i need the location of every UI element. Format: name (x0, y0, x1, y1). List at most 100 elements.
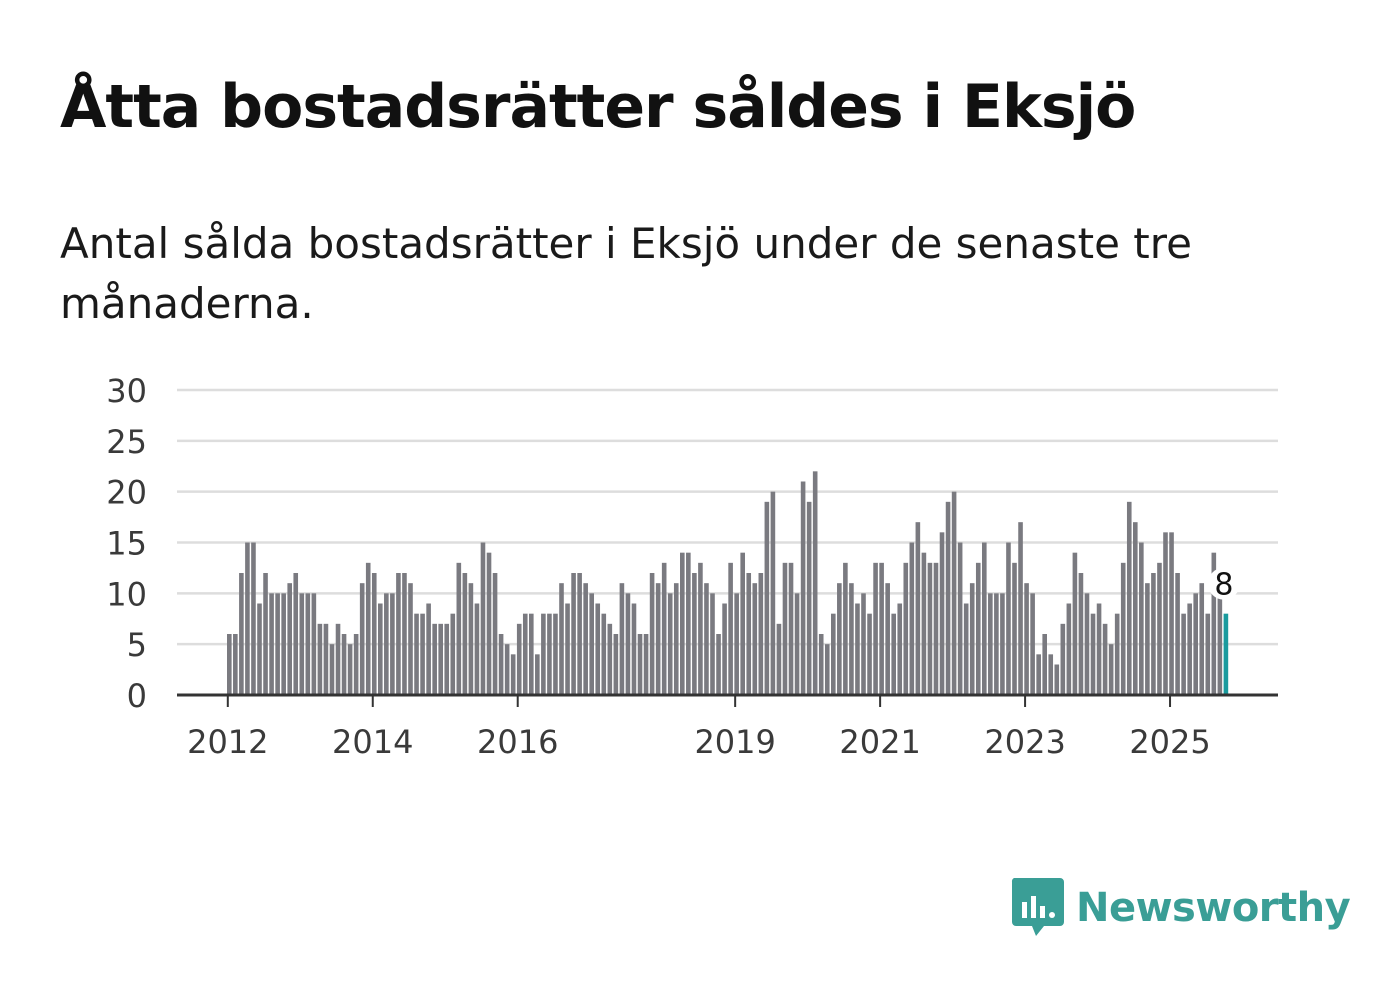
bar (245, 542, 250, 695)
bar (577, 573, 582, 695)
bar (770, 491, 776, 695)
bar (1090, 613, 1096, 695)
bar (849, 583, 854, 695)
x-tick-label: 2014 (332, 723, 413, 761)
x-tick-label: 2023 (984, 723, 1065, 761)
y-tick-label: 25 (106, 423, 147, 461)
bar (323, 623, 329, 695)
brand-name: Newsworthy (1076, 885, 1351, 931)
bar (1199, 583, 1205, 695)
bar (275, 593, 280, 695)
value-label-background (1207, 567, 1240, 600)
bar (227, 634, 232, 695)
y-tick-label: 10 (106, 575, 147, 613)
bar (1042, 634, 1047, 695)
bar (776, 623, 782, 695)
bar (716, 634, 721, 695)
bar (1084, 593, 1090, 695)
bar (553, 613, 558, 695)
bar (251, 542, 256, 695)
bar (818, 634, 824, 695)
bar (1078, 573, 1084, 695)
bar (347, 644, 353, 695)
bar (764, 501, 770, 695)
bar (293, 573, 299, 695)
bar (1096, 603, 1102, 695)
bar (420, 613, 425, 695)
bar (740, 552, 745, 695)
bar (1066, 603, 1072, 695)
bar (613, 634, 619, 695)
bar (680, 552, 685, 695)
bar (1012, 562, 1017, 695)
y-tick-label: 15 (106, 525, 147, 563)
bar (1126, 501, 1132, 695)
bar (529, 613, 534, 695)
bar (601, 613, 607, 695)
bar (402, 573, 407, 695)
bar (1133, 522, 1138, 695)
bar (794, 593, 800, 695)
bar (571, 573, 576, 695)
annotations: 8 (1207, 567, 1240, 603)
bar (269, 593, 274, 695)
bar (456, 562, 462, 695)
bar (359, 583, 365, 695)
bar (353, 634, 359, 695)
bar (233, 634, 238, 695)
bar (1072, 552, 1078, 695)
bar (541, 613, 546, 695)
bar (414, 613, 419, 695)
bar (903, 562, 909, 695)
bar (982, 542, 987, 695)
bar (317, 623, 323, 695)
bar (855, 603, 860, 695)
x-tick-label: 2025 (1129, 723, 1210, 761)
y-tick-label: 20 (106, 474, 147, 512)
bar (619, 583, 625, 695)
bar (710, 593, 715, 695)
bar (384, 593, 389, 695)
bar (746, 573, 752, 695)
bar (655, 583, 661, 695)
bar (788, 562, 794, 695)
bar (837, 583, 842, 695)
bar (504, 644, 510, 695)
bar (625, 593, 631, 695)
bar (311, 593, 317, 695)
bar (1181, 613, 1186, 695)
bar (1036, 654, 1041, 695)
bar (969, 583, 975, 695)
bar (474, 603, 480, 695)
bar (1024, 583, 1029, 695)
bar (728, 562, 733, 695)
x-tick-label: 2021 (839, 723, 920, 761)
bar (287, 583, 292, 695)
bar (704, 583, 709, 695)
bar (535, 654, 540, 695)
x-tick-label: 2019 (694, 723, 775, 761)
bar (1018, 522, 1023, 695)
bar (692, 573, 697, 695)
y-tick-label: 30 (106, 372, 147, 410)
bar (607, 623, 613, 695)
bar (378, 603, 383, 695)
bar (661, 562, 667, 695)
bars (227, 471, 1229, 695)
bar (281, 593, 286, 695)
bar (909, 542, 915, 695)
x-tick-label: 2016 (477, 723, 558, 761)
bar (365, 562, 371, 695)
bar (963, 603, 969, 695)
bar (885, 583, 890, 695)
bar (583, 583, 588, 695)
bar (673, 583, 679, 695)
bar (432, 623, 437, 695)
bar (631, 603, 637, 695)
brand-logo: Newsworthy (1010, 876, 1351, 940)
bar (595, 603, 601, 695)
y-tick-label: 0 (127, 677, 147, 715)
bar (1139, 542, 1144, 695)
bar (1102, 623, 1108, 695)
bar (1048, 654, 1054, 695)
